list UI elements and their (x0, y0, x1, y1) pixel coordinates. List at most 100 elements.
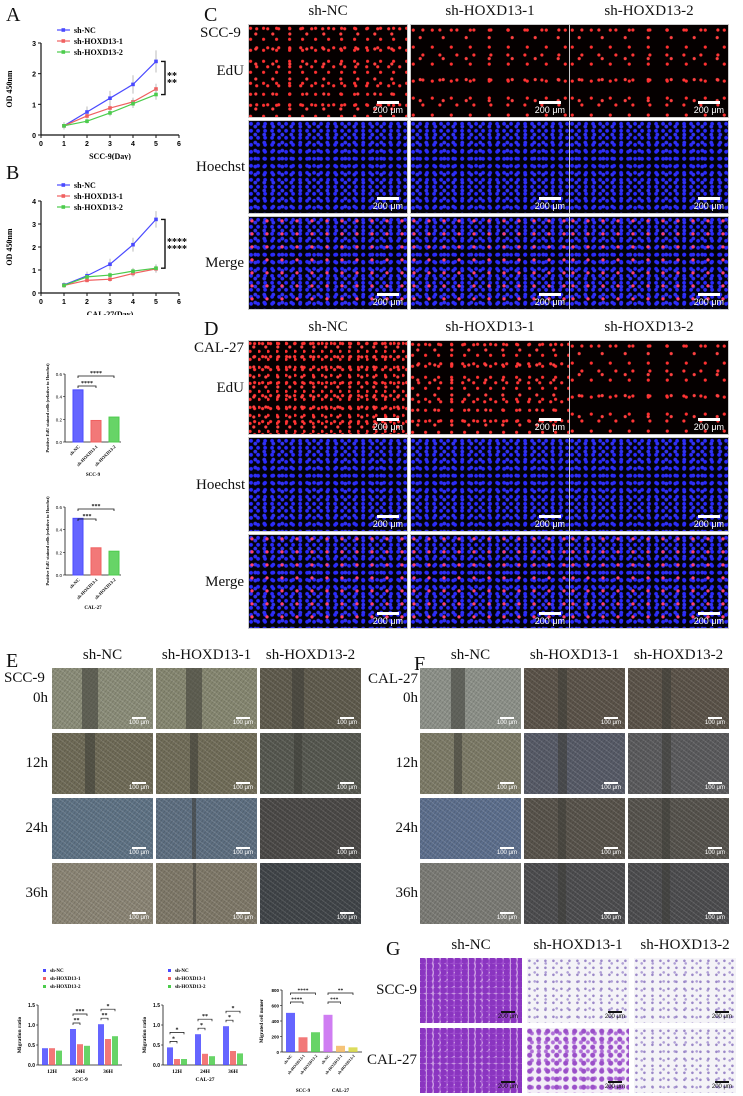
transwell-image: 200 μm (419, 1027, 523, 1094)
scratch-gap (454, 733, 463, 794)
svg-text:sh-HOXD13-1: sh-HOXD13-1 (175, 977, 206, 982)
scale-bar: 200 μm (605, 1081, 625, 1091)
svg-text:4: 4 (131, 299, 135, 306)
scratch-gap (192, 863, 196, 924)
scale-bar: 200 μm (535, 197, 565, 211)
svg-text:3: 3 (32, 222, 36, 229)
wound-healing-image: 100 μm (51, 797, 154, 860)
scale-bar: 100 μm (705, 782, 725, 792)
column-label: sh-NC (308, 3, 348, 19)
scale-bar: 200 μm (605, 1011, 625, 1021)
micrograph-merge: 200 μm (248, 534, 408, 629)
svg-text:sh-NC: sh-NC (68, 444, 80, 456)
scale-bar-label: 200 μm (693, 297, 724, 307)
svg-text:****: **** (90, 371, 102, 377)
svg-text:0.4: 0.4 (56, 528, 63, 533)
scale-bar: 200 μm (535, 515, 565, 529)
scale-bar: 100 μm (497, 912, 517, 922)
scale-bar-label: 200 μm (534, 297, 565, 307)
scale-bar: 200 μm (373, 612, 403, 626)
scale-bar-label: 200 μm (372, 297, 403, 307)
scratch-gap (186, 668, 203, 729)
scale-bar-label: 200 μm (372, 201, 403, 211)
svg-text:24H: 24H (75, 1069, 86, 1075)
svg-text:0: 0 (276, 1050, 279, 1055)
column-label: sh-HOXD13-1 (533, 937, 623, 953)
scale-bar-label: 200 μm (604, 1084, 625, 1090)
wound-healing-image: 100 μm (259, 862, 362, 925)
transwell-image: 200 μm (633, 1027, 737, 1094)
scale-bar: 200 μm (373, 101, 403, 115)
scale-bar: 200 μm (712, 1011, 732, 1021)
scale-bar-label: 100 μm (336, 720, 357, 726)
transwell-image: 200 μm (526, 1027, 630, 1094)
svg-text:*: * (107, 1004, 110, 1010)
scale-bar-label: 200 μm (497, 1084, 518, 1090)
scale-bar-label: 200 μm (534, 519, 565, 529)
scale-bar: 100 μm (233, 717, 253, 727)
micrograph-merge: 200 μm (410, 216, 570, 310)
svg-text:**: ** (102, 1013, 108, 1019)
scale-bar-label: 100 μm (128, 915, 149, 921)
scale-bar: 100 μm (601, 782, 621, 792)
scratch-gap (192, 798, 197, 859)
scale-bar: 200 μm (535, 101, 565, 115)
chart-d-edu-quant-cal27: 0.0 0.2 0.4 0.6 Positive EdU stained cells (… (45, 496, 121, 611)
scale-bar-label: 100 μm (336, 785, 357, 791)
svg-text:SCC-9: SCC-9 (296, 1089, 311, 1094)
micrograph-hoechst: 200 μm (410, 120, 570, 214)
svg-text:sh-NC: sh-NC (282, 1053, 293, 1065)
transwell-image: 200 μm (526, 957, 630, 1024)
scale-bar-label: 100 μm (704, 850, 725, 856)
scratch-gap (190, 733, 199, 794)
svg-text:36H: 36H (228, 1069, 239, 1075)
scale-bar: 100 μm (337, 717, 357, 727)
micrograph-hoechst: 200 μm (248, 437, 408, 532)
scale-bar-label: 100 μm (336, 850, 357, 856)
scale-bar-label: 100 μm (336, 915, 357, 921)
panel-letter-d: D (204, 318, 219, 340)
wound-healing-image: 100 μm (523, 862, 626, 925)
svg-text:12H: 12H (47, 1069, 58, 1075)
scale-bar: 100 μm (337, 847, 357, 857)
wound-healing-image: 100 μm (155, 667, 258, 730)
scale-bar: 200 μm (694, 418, 724, 432)
micrograph-edu: 200 μm (248, 24, 408, 118)
column-label: sh-HOXD13-2 (633, 647, 724, 663)
micrograph-merge: 200 μm (248, 216, 408, 310)
svg-text:sh-NC: sh-NC (175, 969, 189, 974)
svg-text:0.0: 0.0 (56, 573, 63, 578)
row-label: EdU (216, 379, 245, 396)
column-label: sh-HOXD13-2 (604, 319, 694, 335)
panel-letter-e: E (6, 650, 19, 672)
scale-bar-label: 200 μm (534, 201, 565, 211)
micrograph-edu: 200 μm (410, 340, 570, 435)
scale-bar: 100 μm (337, 782, 357, 792)
scale-bar: 100 μm (129, 912, 149, 922)
wound-healing-image: 100 μm (51, 667, 154, 730)
svg-text:*: * (172, 1036, 175, 1042)
scale-bar: 100 μm (601, 717, 621, 727)
cell-line-label-cal27: CAL-27 (194, 340, 244, 356)
svg-text:6: 6 (177, 299, 181, 306)
scale-bar: 200 μm (535, 612, 565, 626)
scale-bar: 200 μm (694, 293, 724, 307)
wound-healing-image: 100 μm (627, 667, 730, 730)
chart-c-edu-quant-scc9: 0.0 0.2 0.4 0.6 Positive EdU stained cells (… (45, 363, 121, 478)
svg-text:Migration ratio: Migration ratio (17, 1017, 23, 1054)
scale-bar-label: 100 μm (128, 720, 149, 726)
scratch-gap (662, 863, 671, 924)
svg-text:sh-HOXD13-1: sh-HOXD13-1 (74, 37, 123, 46)
svg-text:4: 4 (32, 199, 36, 206)
svg-text:**: ** (202, 1014, 208, 1020)
row-label: Hoechst (196, 476, 246, 493)
chart-a-growth-scc9: 0 1 2 3 4 5 6 0 1 2 3 SCC-9(Day) OD 450nm sh-NC sh-HOX… (5, 26, 181, 160)
scale-bar-label: 200 μm (372, 519, 403, 529)
panel-letter-c: C (204, 4, 218, 26)
svg-text:CAL-27(Day): CAL-27(Day) (87, 310, 134, 315)
scale-bar-label: 200 μm (534, 422, 565, 432)
scale-bar-label: 100 μm (232, 785, 253, 791)
scale-bar-label: 200 μm (372, 616, 403, 626)
micrograph-hoechst: 200 μm (569, 120, 729, 214)
row-label: CAL-27 (367, 1052, 417, 1068)
